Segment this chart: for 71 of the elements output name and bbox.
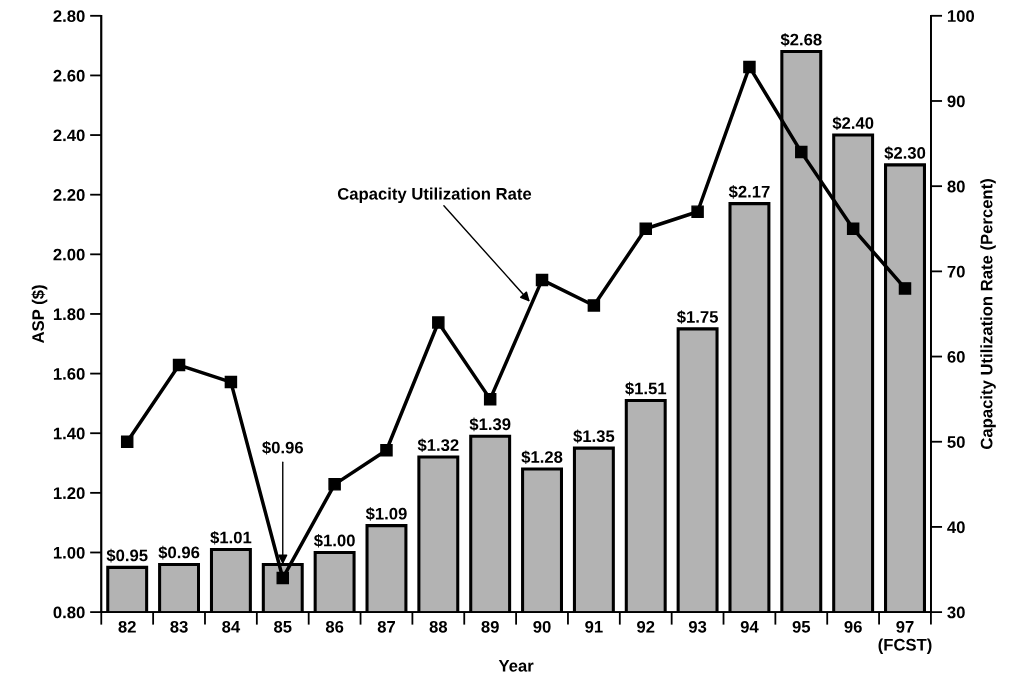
point: [587, 299, 601, 312]
data-label: $1.35: [573, 429, 615, 444]
text: Capacity Utilization Rate: [337, 187, 532, 204]
x-tick-label: 91: [585, 620, 603, 633]
x-tick-label: 93: [688, 620, 707, 633]
y-tick-label: 1.00: [53, 546, 85, 559]
y-tick-label: 2.00: [53, 248, 85, 261]
data-label: $1.28: [521, 450, 563, 464]
data-label: $1.09: [365, 507, 407, 521]
y2-tick-label: 100: [947, 10, 975, 22]
y-tick-label: 1.80: [53, 308, 85, 321]
y-tick-label: 1.60: [53, 367, 85, 380]
x-tick-label: 90: [533, 620, 551, 633]
y2-tick-label: 30: [947, 606, 965, 619]
x-tick-label: 97 (FCST): [878, 620, 932, 654]
x-tick-label: 84: [222, 620, 241, 633]
data-label: $2.30: [884, 146, 926, 160]
x-tick-label: 83: [170, 620, 188, 633]
point: [898, 282, 912, 295]
x-tick-label: 92: [637, 620, 655, 633]
data-label: $2.17: [728, 185, 770, 199]
x-tick-label: 82: [118, 620, 136, 633]
y-tick-label: 0.80: [53, 606, 85, 619]
point: [743, 60, 756, 74]
point: [795, 145, 808, 159]
data-label: $0.95: [106, 548, 148, 563]
data-label: $2.68: [780, 32, 822, 47]
y2-tick-label: 70: [947, 265, 965, 278]
point: [120, 435, 134, 448]
y2-axis-title: Capacity Utilization Rate (Percent): [980, 179, 996, 449]
data-label: $1.39: [469, 417, 511, 432]
y2-tick-label: 50: [947, 436, 965, 448]
x-tick-label: 86: [325, 620, 344, 633]
point: [276, 571, 290, 585]
point: [846, 222, 860, 236]
y-tick-label: 1.40: [53, 427, 85, 440]
x-tick-label: 88: [429, 620, 448, 633]
point: [380, 444, 393, 457]
y2-tick-label: 40: [947, 521, 965, 534]
data-label: $1.01: [210, 530, 252, 545]
y2-tick-label: 60: [947, 350, 965, 363]
point: [328, 478, 341, 491]
point: [432, 316, 445, 329]
y-tick-label: 2.20: [53, 189, 85, 201]
data-label: $0.96: [262, 440, 304, 455]
point: [639, 222, 652, 236]
x-tick-label: 95: [792, 620, 811, 633]
x-tick-label: 87: [377, 620, 396, 633]
y-tick-label: 2.40: [53, 129, 85, 142]
data-label: $1.32: [417, 438, 459, 453]
y2-tick-label: 80: [947, 180, 965, 193]
x-tick-label: 89: [481, 620, 499, 633]
point: [691, 205, 704, 218]
point: [483, 392, 497, 406]
y2-tick-label: 90: [947, 95, 965, 108]
point: [224, 375, 238, 389]
data-label: $1.75: [676, 310, 718, 324]
point: [535, 273, 549, 287]
point: [172, 358, 186, 372]
x-axis-title: Year: [498, 660, 534, 672]
data-label: $1.00: [313, 533, 355, 548]
y-tick-label: 2.80: [53, 10, 85, 22]
y-axis-title: ASP ($): [31, 285, 48, 344]
y-tick-label: 2.60: [53, 69, 85, 82]
x-tick-label: 85: [274, 620, 292, 633]
y-tick-label: 1.20: [53, 487, 85, 500]
data-label: $0.96: [158, 545, 200, 560]
data-label: $1.51: [625, 381, 667, 396]
x-tick-label: 96: [844, 620, 862, 633]
x-tick-label: 94: [740, 620, 759, 633]
data-label: $2.40: [832, 116, 874, 131]
